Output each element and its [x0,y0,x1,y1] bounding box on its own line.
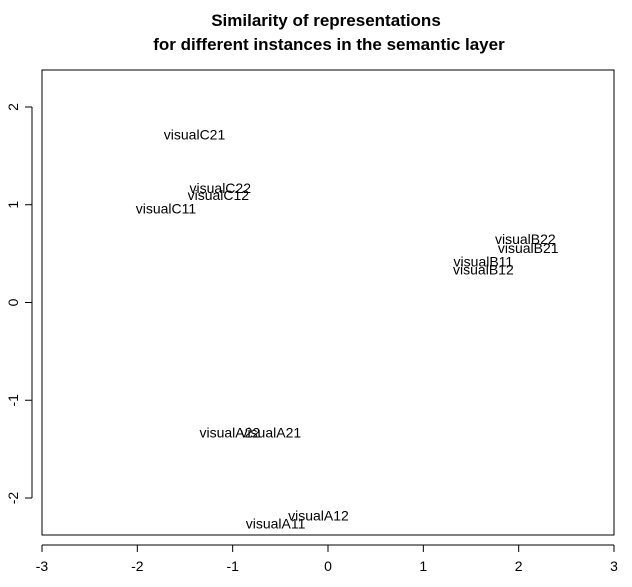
y-tick-label: 2 [5,103,21,111]
y-axis: -2 -1 0 1 2 [5,103,33,505]
point-label-visualB12: visualB12 [453,261,514,277]
point-label-visualC11: visualC11 [136,201,197,217]
point-label-visualB21: visualB21 [498,240,559,256]
point-label-visualA12: visualA12 [288,508,349,524]
chart-title-line-1: Similarity of representations [211,11,441,30]
point-label-visualC12: visualC12 [188,187,250,203]
x-tick-label: 0 [324,558,332,574]
chart-title-line-2: for different instances in the semantic … [153,35,505,54]
plot-frame [41,69,615,536]
point-label-visualC21: visualC21 [164,126,226,142]
point-label-visualB11: visualB11 [454,253,514,269]
x-tick-label: -3 [36,558,49,574]
point-label-visualC22: visualC22 [190,180,252,196]
y-tick-label: 0 [5,298,21,306]
point-label-visualB22: visualB22 [495,231,556,247]
x-tick-label: -2 [131,558,144,574]
y-tick-label: -2 [5,492,21,505]
x-tick-label: -1 [226,558,239,574]
point-label-visualA22: visualA22 [199,425,260,441]
x-tick-label: 1 [419,558,427,574]
x-axis: -3 -2 -1 0 1 2 3 [36,544,618,574]
y-tick-label: 1 [5,201,21,209]
x-tick-label: 3 [610,558,618,574]
point-label-visualA21: visualA21 [240,425,301,441]
point-label-visualA11: visualA11 [246,515,306,531]
y-tick-label: -1 [5,394,21,407]
x-tick-label: 2 [515,558,523,574]
